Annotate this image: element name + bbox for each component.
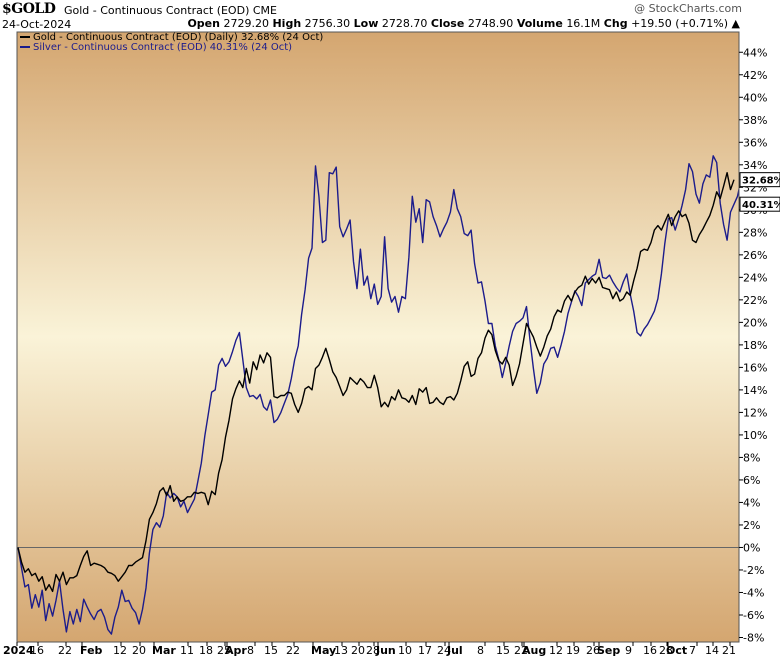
end-value-label: 32.68% bbox=[742, 176, 780, 187]
x-tick-label: Sep bbox=[597, 644, 620, 657]
low-value: 2728.70 bbox=[381, 17, 428, 30]
silver-series-line bbox=[17, 155, 739, 635]
high-value: 2756.30 bbox=[304, 17, 351, 30]
y-tick-label: 8% bbox=[743, 451, 760, 464]
end-label-box bbox=[739, 172, 780, 188]
x-tick-label: 14 bbox=[705, 644, 719, 657]
x-tick-label: Mar bbox=[152, 644, 176, 657]
legend-entry: Gold - Continuous Contract (EOD) (Daily)… bbox=[33, 32, 323, 43]
x-tick-label: Apr bbox=[225, 644, 247, 657]
x-tick-label: Feb bbox=[80, 644, 103, 657]
chart-header: $GOLD Gold - Continuous Contract (EOD) C… bbox=[0, 0, 780, 32]
x-tick-label: 15 bbox=[264, 644, 278, 657]
y-tick-label: 16% bbox=[743, 361, 767, 374]
x-tick-label: 7 bbox=[689, 644, 696, 657]
x-tick-label: 8 bbox=[247, 644, 254, 657]
x-tick-label: 11 bbox=[180, 644, 194, 657]
y-tick-label: 12% bbox=[743, 406, 767, 419]
x-tick-label: 26 bbox=[586, 644, 600, 657]
x-tick-label: 8 bbox=[477, 644, 484, 657]
x-tick-label: 17 bbox=[418, 644, 432, 657]
x-tick-label: 22 bbox=[286, 644, 300, 657]
x-tick-label: 12 bbox=[549, 644, 563, 657]
gold-series-line bbox=[17, 171, 735, 593]
ticker-symbol: $GOLD bbox=[2, 1, 56, 17]
y-tick-label: 20% bbox=[743, 316, 767, 329]
close-value: 2748.90 bbox=[467, 17, 514, 30]
plot-background bbox=[17, 32, 739, 642]
series-group bbox=[17, 155, 739, 635]
x-tick-label: Jun bbox=[375, 644, 396, 657]
ohlc-readout: Open 2729.20 High 2756.30 Low 2728.70 Cl… bbox=[187, 17, 740, 30]
y-tick-label: 6% bbox=[743, 474, 760, 487]
x-tick-label: 22 bbox=[514, 644, 528, 657]
x-tick-label: Oct bbox=[666, 644, 687, 657]
y-tick-label: -4% bbox=[743, 586, 764, 599]
y-tick-label: 36% bbox=[743, 136, 767, 149]
y-tick-label: 4% bbox=[743, 496, 760, 509]
x-tick-label: 20 bbox=[132, 644, 146, 657]
x-tick-label: May bbox=[311, 644, 336, 657]
y-tick-label: 0% bbox=[743, 541, 760, 554]
change-arrow-icon: ▲ bbox=[731, 17, 740, 30]
watermark: @ StockCharts.com bbox=[634, 2, 742, 15]
y-tick-label: 26% bbox=[743, 249, 767, 262]
y-tick-label: 38% bbox=[743, 114, 767, 127]
y-tick-label: 10% bbox=[743, 429, 767, 442]
x-tick-label: 24 bbox=[437, 644, 451, 657]
x-tick-label: 19 bbox=[566, 644, 580, 657]
x-tick-label: 16 bbox=[643, 644, 657, 657]
x-tick-label: Jul bbox=[446, 644, 463, 657]
ticker-description: Gold - Continuous Contract (EOD) CME bbox=[64, 4, 277, 17]
end-labels: 40.31% 32.68% bbox=[739, 172, 780, 212]
chart-date: 24-Oct-2024 bbox=[2, 18, 72, 31]
legend: Gold - Continuous Contract (EOD) (Daily)… bbox=[20, 32, 323, 53]
y-tick-label: 24% bbox=[743, 271, 767, 284]
legend-entry: Silver - Continuous Contract (EOD) 40.31… bbox=[33, 42, 292, 53]
volume-value: 16.1M bbox=[566, 17, 601, 30]
x-tick-label: 22 bbox=[58, 644, 72, 657]
y-tick-label: 42% bbox=[743, 69, 767, 82]
open-value: 2729.20 bbox=[223, 17, 269, 30]
y-tick-label: 34% bbox=[743, 159, 767, 172]
y-tick-label: 44% bbox=[743, 46, 767, 59]
x-tick-label: Aug bbox=[522, 644, 546, 657]
change-value: +19.50 (+0.71%) bbox=[631, 17, 729, 30]
y-axis: 44%42%40%38%36%34%32%30%28%26%24%22%20%1… bbox=[739, 46, 767, 644]
y-tick-label: 22% bbox=[743, 294, 767, 307]
y-tick-label: -8% bbox=[743, 631, 764, 644]
x-tick-label: 9 bbox=[625, 644, 632, 657]
x-tick-label: 15 bbox=[496, 644, 510, 657]
x-tick-label: 25 bbox=[217, 644, 231, 657]
y-tick-label: -6% bbox=[743, 609, 764, 622]
x-tick-label: 12 bbox=[113, 644, 127, 657]
x-tick-label: 28 bbox=[366, 644, 380, 657]
x-tick-label: 2024 bbox=[3, 644, 34, 657]
x-tick-label: 21 bbox=[722, 644, 736, 657]
x-tick-label: 16 bbox=[30, 644, 44, 657]
x-tick-label: 13 bbox=[334, 644, 348, 657]
y-tick-label: 18% bbox=[743, 339, 767, 352]
x-tick-label: 10 bbox=[398, 644, 412, 657]
exchange: CME bbox=[252, 4, 277, 17]
end-label-box bbox=[739, 196, 780, 212]
y-tick-label: 28% bbox=[743, 226, 767, 239]
end-value-label: 40.31% bbox=[742, 200, 780, 211]
x-tick-label: 20 bbox=[351, 644, 365, 657]
y-tick-label: 14% bbox=[743, 384, 767, 397]
x-tick-label: 23 bbox=[659, 644, 673, 657]
y-tick-label: -2% bbox=[743, 564, 764, 577]
y-tick-label: 2% bbox=[743, 519, 760, 532]
y-tick-label: 40% bbox=[743, 91, 767, 104]
x-tick-label: 18 bbox=[199, 644, 213, 657]
